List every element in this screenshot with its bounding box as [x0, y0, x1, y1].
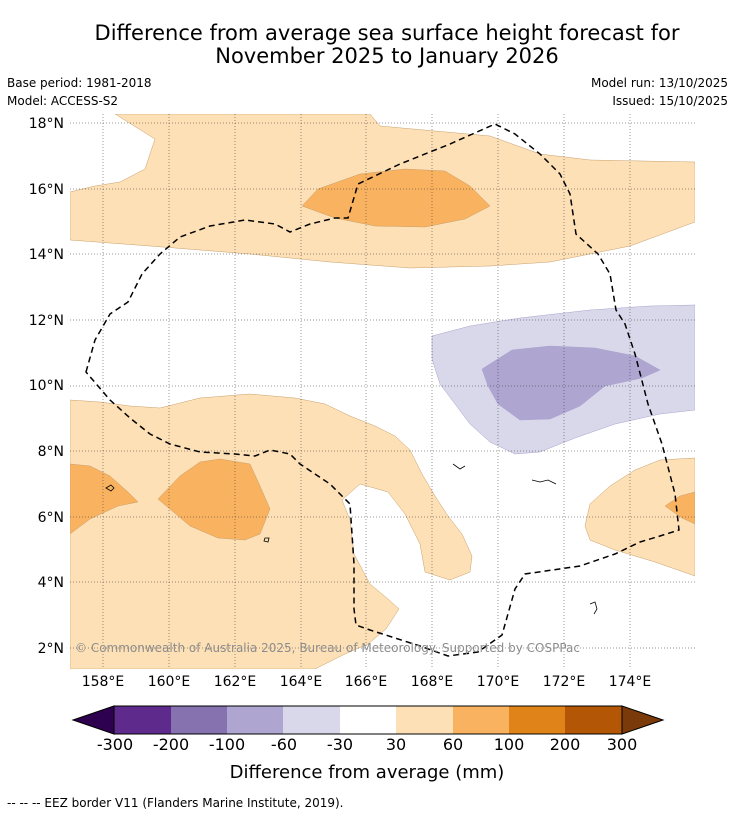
- colorbar-extend-low: [71, 705, 115, 735]
- colorbar-segment-minus100-minus60: [227, 706, 283, 734]
- colorbar-extend-high: [621, 705, 665, 735]
- colorbar-label-minus60: -60: [270, 735, 298, 754]
- island-outline-east-1: [531, 479, 557, 485]
- lat-label-6n: 6°N: [37, 510, 64, 526]
- colorbar-segment-60-100: [453, 706, 509, 734]
- lat-label-8n: 8°N: [37, 444, 64, 460]
- band-south-30-60: [70, 393, 473, 669]
- lat-label-18n: 18°N: [28, 116, 64, 132]
- lon-label-168e: 168°E: [410, 674, 454, 690]
- lon-label-172e: 172°E: [542, 674, 586, 690]
- lon-label-158e: 158°E: [81, 674, 125, 690]
- base-period: Base period: 1981-2018: [7, 76, 152, 90]
- lon-label-162e: 162°E: [213, 674, 257, 690]
- colorbar-label-minus100: -100: [208, 735, 246, 754]
- colorbar-segment-minus200-minus100: [171, 706, 227, 734]
- colorbar-segment-200-300: [565, 706, 622, 734]
- colorbar-label-200: 200: [549, 735, 581, 754]
- lon-label-170e: 170°E: [476, 674, 520, 690]
- colorbar-label-100: 100: [493, 735, 525, 754]
- lat-label-10n: 10°N: [28, 378, 64, 394]
- patch-south-60-100: [157, 458, 271, 541]
- colorbar-outline: [113, 705, 623, 735]
- lat-label-16n: 16°N: [28, 182, 64, 198]
- patch-east-60-100: [664, 491, 695, 525]
- colorbar-segment-minus60-minus30: [283, 706, 340, 734]
- colorbar-label-60: 60: [442, 735, 464, 754]
- patch-negative-60-100: [481, 345, 661, 421]
- title-line-2: November 2025 to January 2026: [215, 44, 559, 68]
- colorbar-label-300: 300: [606, 735, 638, 754]
- eez-legend-note: -- -- -- EEZ border V11 (Flanders Marine…: [7, 796, 344, 810]
- lat-label-14n: 14°N: [28, 247, 64, 263]
- island-outline-south: [263, 537, 270, 543]
- meta-right: Model run: 13/10/2025 Issued: 15/10/2025: [591, 74, 728, 110]
- colorbar: [71, 705, 665, 735]
- meta-left: Base period: 1981-2018 Model: ACCESS-S2: [7, 74, 152, 110]
- island-outline-east-3: [589, 601, 598, 615]
- colorbar-label-minus200: -200: [152, 735, 190, 754]
- issued-date: Issued: 15/10/2025: [612, 94, 728, 108]
- colorbar-segment-minus30-30: [340, 706, 396, 734]
- map-graticule: [70, 114, 695, 669]
- eez-border: [85, 123, 680, 657]
- colorbar-title: Difference from average (mm): [229, 762, 505, 783]
- sea-level-map: [70, 114, 695, 669]
- model-name: Model: ACCESS-S2: [7, 94, 119, 108]
- lat-label-2n: 2°N: [37, 641, 64, 657]
- lon-label-160e: 160°E: [147, 674, 191, 690]
- colorbar-segment-100-200: [509, 706, 565, 734]
- island-outline-west: [105, 484, 115, 492]
- colorbar-label-30: 30: [385, 735, 407, 754]
- colorbar-label-minus30: -30: [326, 735, 354, 754]
- lon-label-166e: 166°E: [344, 674, 388, 690]
- lon-label-174e: 174°E: [608, 674, 652, 690]
- copyright-notice: © Commonwealth of Australia 2025, Bureau…: [75, 641, 580, 655]
- title-line-1: Difference from average sea surface heig…: [94, 21, 680, 45]
- patch-southwest-60-100: [70, 463, 139, 535]
- colorbar-label-minus300: -300: [96, 735, 134, 754]
- lat-label-12n: 12°N: [28, 313, 64, 329]
- lon-label-164e: 164°E: [279, 674, 323, 690]
- island-outline-east-2: [452, 463, 466, 470]
- lat-label-4n: 4°N: [37, 575, 64, 591]
- colorbar-segment-30-60: [396, 706, 453, 734]
- patch-north-60-100: [301, 168, 491, 228]
- colorbar-segment-minus300-minus200: [114, 706, 171, 734]
- model-run: Model run: 13/10/2025: [590, 76, 728, 90]
- chart-title: Difference from average sea surface heig…: [40, 22, 734, 68]
